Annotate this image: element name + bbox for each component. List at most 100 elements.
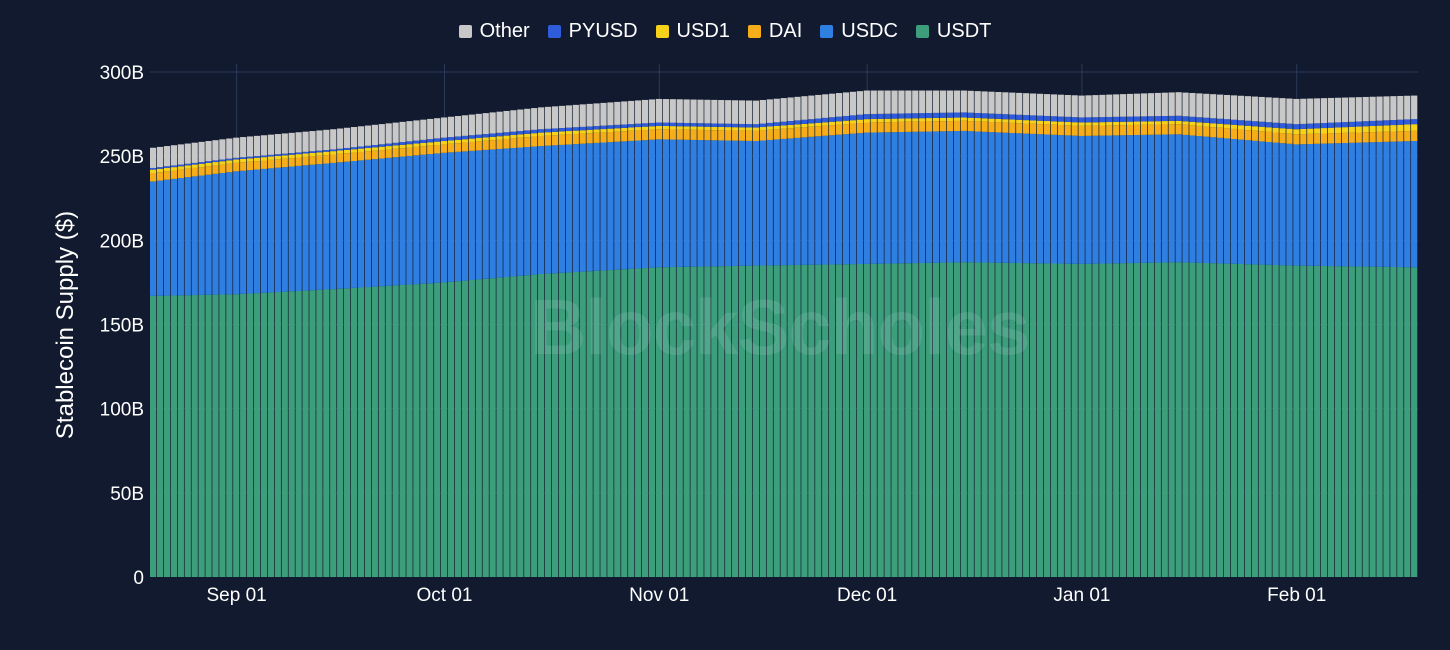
bar-segment-other bbox=[1272, 97, 1279, 123]
bar-segment-usdt bbox=[683, 266, 690, 577]
bar-segment-pyusd bbox=[399, 142, 406, 145]
bar-segment-usdt bbox=[1092, 263, 1099, 577]
bar-segment-pyusd bbox=[1203, 117, 1210, 123]
bar-segment-pyusd bbox=[205, 161, 212, 163]
bar-segment-usdt bbox=[233, 294, 240, 577]
bar-segment-other bbox=[939, 90, 947, 113]
bar-segment-other bbox=[780, 98, 787, 122]
bar-segment-other bbox=[856, 91, 863, 115]
legend-item-usdc[interactable]: USDC bbox=[820, 18, 898, 44]
bar-segment-usdt bbox=[926, 262, 933, 577]
bar-segment-dai bbox=[711, 130, 718, 141]
bar-segment-other bbox=[240, 137, 247, 158]
bar-segment-other bbox=[357, 126, 365, 147]
bar-segment-usd1 bbox=[1203, 122, 1210, 127]
bar-segment-other bbox=[434, 118, 441, 139]
bar-segment-other bbox=[752, 100, 760, 125]
bar-segment-usd1 bbox=[1023, 120, 1030, 124]
bar-segment-pyusd bbox=[572, 127, 579, 131]
bar-segment-other bbox=[1237, 95, 1245, 121]
bar-segment-dai bbox=[1106, 125, 1113, 136]
bar-segment-usdt bbox=[607, 270, 614, 577]
bar-segment-usdt bbox=[1196, 262, 1203, 577]
bar-segment-usd1 bbox=[829, 121, 836, 126]
bar-segment-other bbox=[267, 134, 275, 155]
bar-segment-dai bbox=[447, 143, 455, 153]
bar-segment-usdc bbox=[1327, 143, 1335, 267]
bar-segment-dai bbox=[1362, 132, 1369, 143]
legend-item-pyusd[interactable]: PYUSD bbox=[547, 18, 638, 44]
bar-segment-usdc bbox=[281, 167, 288, 292]
bar-segment-usdt bbox=[662, 267, 669, 577]
bar-segment-pyusd bbox=[953, 112, 960, 118]
bar-segment-usdt bbox=[648, 267, 656, 577]
bar-segment-dai bbox=[406, 147, 413, 156]
bar-segment-usdt bbox=[939, 262, 947, 577]
bar-segment-other bbox=[628, 100, 635, 125]
bar-segment-usd1 bbox=[974, 118, 981, 122]
bar-segment-usdc bbox=[1154, 134, 1161, 263]
legend-item-usdt[interactable]: USDT bbox=[915, 18, 991, 44]
legend-label-usd1: USD1 bbox=[676, 20, 730, 42]
bar-segment-usdc bbox=[863, 132, 870, 264]
bar-segment-usdc bbox=[683, 139, 690, 267]
bar-segment-pyusd bbox=[787, 121, 794, 125]
bar-segment-usd1 bbox=[981, 118, 988, 122]
bar-segment-usdt bbox=[1320, 265, 1328, 577]
bar-segment-other bbox=[822, 94, 829, 118]
bar-segment-usd1 bbox=[1099, 122, 1106, 126]
legend-item-dai[interactable]: DAI bbox=[747, 18, 802, 44]
bar-segment-usdt bbox=[1023, 263, 1030, 577]
bar-segment-dai bbox=[1078, 125, 1085, 136]
bar-segment-dai bbox=[953, 120, 960, 132]
bar-segment-usdt bbox=[863, 263, 870, 577]
bar-segment-usdt bbox=[815, 264, 822, 577]
bar-segment-dai bbox=[745, 130, 753, 141]
bar-segment-usdt bbox=[281, 291, 288, 577]
bar-segment-usdc bbox=[434, 153, 441, 283]
bar-segment-other bbox=[912, 90, 919, 114]
bar-segment-usdt bbox=[288, 291, 295, 577]
bar-segment-pyusd bbox=[517, 131, 524, 135]
bar-segment-usd1 bbox=[932, 117, 940, 122]
bar-segment-usdt bbox=[226, 294, 233, 577]
bar-segment-usdc bbox=[690, 139, 697, 267]
bar-segment-pyusd bbox=[1078, 117, 1085, 123]
bar-segment-usdt bbox=[240, 293, 247, 577]
bar-segment-usd1 bbox=[240, 158, 247, 163]
legend-item-usd1[interactable]: USD1 bbox=[655, 18, 730, 44]
bar-segment-usd1 bbox=[905, 118, 912, 122]
bar-segment-usdt bbox=[600, 270, 607, 577]
bar-segment-dai bbox=[281, 158, 288, 168]
bar-segment-pyusd bbox=[233, 157, 240, 160]
bar-segment-usdc bbox=[1348, 142, 1355, 267]
bar-segment-usd1 bbox=[337, 150, 344, 154]
bar-segment-usd1 bbox=[1286, 128, 1293, 134]
bar-segment-dai bbox=[1071, 125, 1078, 136]
legend-item-other[interactable]: Other bbox=[458, 18, 530, 44]
bar-segment-usdt bbox=[759, 265, 766, 577]
bar-segment-other bbox=[551, 106, 559, 129]
bar-segment-dai bbox=[835, 124, 843, 135]
bar-segment-pyusd bbox=[1286, 123, 1293, 129]
bar-segment-usdc bbox=[482, 149, 489, 279]
bar-segment-usd1 bbox=[1348, 126, 1355, 133]
bar-segment-usdt bbox=[870, 263, 877, 577]
bar-segment-dai bbox=[1099, 125, 1106, 136]
bar-segment-usdc bbox=[988, 132, 995, 263]
bar-segment-usd1 bbox=[510, 135, 517, 139]
bar-segment-other bbox=[1016, 92, 1023, 115]
bar-segment-pyusd bbox=[330, 149, 337, 152]
bar-segment-other bbox=[1120, 94, 1127, 117]
bar-segment-usd1 bbox=[1355, 126, 1362, 133]
bar-segment-dai bbox=[184, 168, 191, 178]
bar-segment-usdc bbox=[1016, 133, 1023, 264]
bar-segment-dai bbox=[399, 148, 406, 157]
bar-segment-usd1 bbox=[1189, 121, 1196, 126]
bar-segment-other bbox=[1314, 98, 1321, 124]
bar-segment-pyusd bbox=[759, 123, 766, 128]
bar-segment-usdt bbox=[1355, 266, 1362, 577]
bar-segment-usdc bbox=[1036, 134, 1044, 264]
bar-segment-usd1 bbox=[551, 131, 559, 136]
bar-segment-usd1 bbox=[939, 117, 947, 122]
